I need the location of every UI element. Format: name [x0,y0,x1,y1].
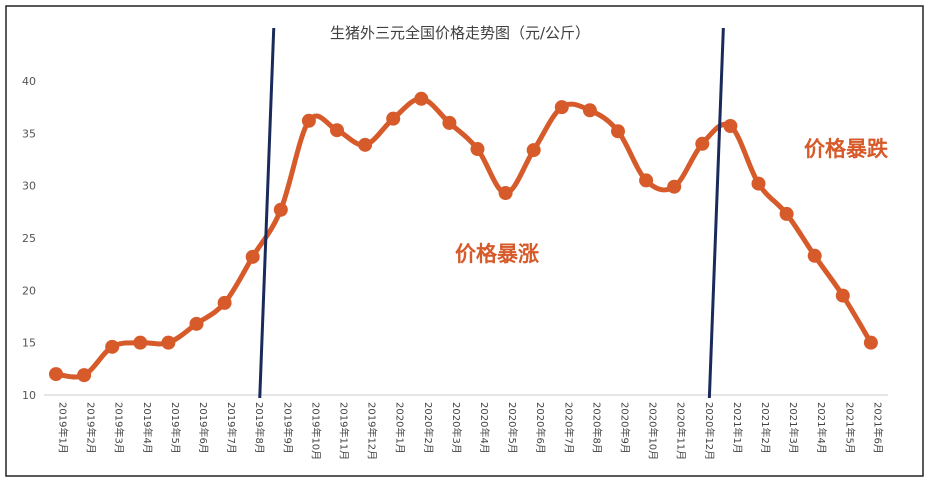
y-tick-label: 10 [22,389,36,402]
x-tick-label: 2019年7月 [225,402,238,454]
chart-title: 生猪外三元全国价格走势图（元/公斤） [330,24,590,42]
divider-lines [258,27,725,399]
divider-line [707,27,725,399]
x-tick-label: 2019年11月 [338,402,351,460]
x-tick-label: 2019年1月 [57,402,70,454]
y-tick-label: 30 [22,180,36,193]
x-tick-label: 2020年6月 [534,402,547,454]
x-tick-label: 2020年8月 [590,402,603,454]
x-tick-label: 2019年10月 [309,402,322,460]
x-tick-label: 2020年2月 [422,402,435,454]
data-point [105,339,120,354]
data-point [442,115,457,130]
divider-line [258,27,276,399]
x-tick-label: 2021年1月 [731,402,744,454]
x-tick-label: 2021年4月 [815,402,828,454]
data-point [582,103,597,118]
data-point [245,249,260,264]
x-tick-label: 2020年4月 [478,402,491,454]
data-point [414,91,429,106]
data-point [330,123,344,138]
data-point [807,248,822,263]
data-point [526,143,541,158]
x-tick-label: 2019年5月 [169,402,182,454]
x-tick-label: 2019年12月 [366,402,379,460]
x-tick-label: 2020年11月 [675,402,688,460]
data-point [498,185,513,200]
x-tick-label: 2019年3月 [113,402,126,454]
data-point [49,367,63,382]
data-point [217,295,232,310]
data-point [161,335,176,350]
data-point [835,288,850,303]
y-tick-label: 35 [22,127,36,140]
data-point [863,335,878,350]
annotation-price-surge: 价格暴涨 [455,242,539,266]
data-point [667,179,682,194]
data-point [723,119,738,134]
data-point [77,368,92,383]
y-tick-label: 15 [22,337,36,350]
x-tick-label: 2020年1月 [394,402,407,454]
x-tick-label: 2020年10月 [647,402,660,460]
data-point [358,137,373,152]
x-tick-label: 2021年6月 [871,402,884,454]
x-tick-label: 2020年3月 [450,402,463,454]
data-point [611,124,625,139]
x-tick-label: 2020年5月 [506,402,519,454]
x-tick-label: 2020年9月 [619,402,632,454]
x-tick-label: 2019年9月 [281,402,294,454]
data-point [779,206,794,221]
data-point [554,100,569,115]
annotation-price-plunge: 价格暴跌 [804,137,889,161]
x-tick-label: 2021年5月 [843,402,856,454]
y-tick-label: 20 [22,284,36,297]
series-points [49,91,878,383]
x-tick-label: 2019年8月 [253,402,266,454]
data-point [470,142,485,157]
x-tick-label: 2020年7月 [562,402,575,454]
data-point [189,316,204,331]
y-axis-ticks: 10 15 20 25 30 35 40 [22,75,36,402]
x-tick-label: 2020年12月 [703,402,716,460]
x-tick-label: 2019年6月 [197,402,210,454]
x-tick-label: 2019年4月 [141,402,154,454]
data-point [695,136,710,151]
data-point [386,111,401,126]
data-point [301,113,316,128]
x-tick-label: 2019年2月 [85,402,98,454]
data-point [273,202,288,217]
data-point [133,335,148,350]
chart-frame [5,5,924,477]
data-point [751,176,766,191]
x-tick-label: 2021年3月 [787,402,800,454]
x-axis-ticks: 2019年1月 2019年2月 2019年3月 2019年4月 2019年5月 2019年… [57,402,885,460]
y-tick-label: 25 [22,232,36,245]
x-tick-label: 2021年2月 [759,402,772,454]
y-tick-label: 40 [22,75,36,88]
data-point [639,173,654,188]
